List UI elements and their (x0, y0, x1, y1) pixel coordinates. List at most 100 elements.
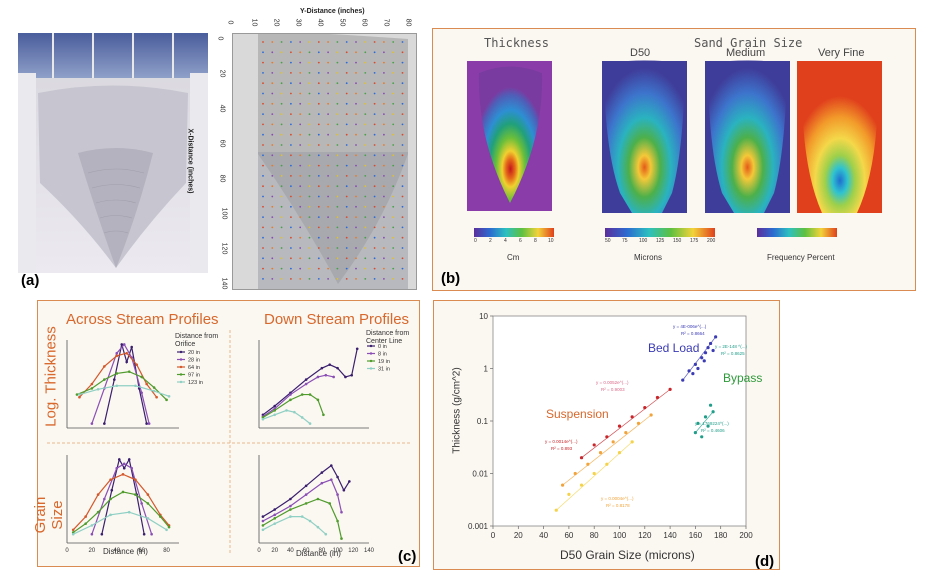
sample-dot (280, 92, 283, 95)
d-x-tick-label: 180 (714, 531, 728, 540)
grid-x-ticks: 0 20 40 60 80 100 120 140 (216, 35, 232, 295)
sample-dot (271, 185, 274, 188)
sample-dot (280, 175, 283, 177)
d-scatter-point (714, 335, 718, 339)
c-series-point (273, 513, 277, 517)
grid-y-tick: 60 (360, 18, 368, 27)
sample-dot (364, 164, 367, 167)
d-scatter-point (668, 387, 672, 391)
sample-dot (336, 247, 339, 249)
sample-dot (392, 164, 395, 167)
sample-dot (271, 175, 274, 177)
sample-dot (345, 51, 348, 54)
c-series-point (316, 525, 320, 529)
sample-dot (262, 72, 264, 74)
sample-dot (336, 185, 339, 188)
c-series-line (72, 511, 167, 535)
sample-dot (317, 175, 320, 177)
panel-label-a: (a) (21, 272, 40, 289)
sample-dot (290, 195, 292, 198)
c-series-point (84, 522, 87, 525)
grid-y-ticks: 0 10 20 30 40 50 60 70 80 (226, 18, 418, 33)
c-series-point (304, 502, 308, 505)
sample-dot (345, 175, 348, 177)
c-series-point (289, 508, 292, 511)
sample-dot (280, 61, 283, 64)
sample-dot (271, 51, 274, 54)
sample-dot (299, 226, 302, 229)
sample-dot (355, 236, 357, 239)
frequency-colorbar (757, 228, 837, 237)
sample-dot (392, 102, 395, 105)
c-series-point (110, 488, 114, 492)
sample-dot (271, 226, 274, 229)
sample-dot (308, 236, 311, 239)
sample-dot (373, 267, 376, 270)
flume-photo (18, 33, 208, 273)
sample-dot (392, 226, 395, 229)
d-scatter-point (711, 348, 715, 353)
d-scatter-point (708, 341, 713, 346)
d-scatter-point (617, 451, 622, 455)
c-series-point (350, 373, 354, 377)
c-series-point (159, 515, 162, 518)
sample-dot (280, 51, 283, 54)
d-equation-label: R² = 0.8664 (681, 331, 705, 336)
sample-dot (299, 247, 302, 249)
sample-dot (299, 82, 302, 85)
sample-dot (290, 236, 292, 239)
micron-tick: 50 (605, 238, 611, 244)
grid-y-tick: 10 (250, 18, 258, 27)
sample-dot (280, 247, 283, 249)
c-series-point (289, 504, 292, 508)
sample-dot (280, 133, 283, 136)
d-scatter-point (681, 378, 685, 382)
c-series-point (109, 497, 112, 501)
c-x-tick-label: 20 (271, 548, 278, 554)
sample-dot (336, 278, 339, 280)
c-series-point (103, 422, 106, 425)
c-legend-marker (179, 358, 183, 361)
sample-dots (262, 41, 404, 280)
sample-dot (327, 257, 329, 260)
d-scatter-point (691, 371, 695, 376)
sample-dot (355, 226, 357, 229)
sample-dot (392, 257, 395, 260)
d-x-tick-label: 200 (739, 531, 753, 540)
sample-dot (280, 195, 283, 198)
sample-dot (383, 175, 385, 177)
c-series-point (273, 522, 277, 525)
d-equation-label: y = 0.0014e^(...) (545, 439, 578, 444)
sample-dot (317, 82, 320, 85)
sample-dot (364, 175, 367, 177)
sample-dot (345, 267, 348, 270)
sample-dot (392, 216, 395, 219)
c-legend-marker (179, 350, 183, 354)
sample-dot (345, 185, 348, 188)
sample-dot (271, 72, 274, 74)
sample-dot (327, 226, 329, 229)
sample-dot (308, 164, 311, 167)
micron-tick: 150 (673, 238, 682, 244)
sample-dot (308, 195, 311, 198)
grid-x-tick: 120 (220, 242, 228, 255)
d-scatter-point (696, 366, 700, 371)
c-series-point (336, 366, 339, 370)
c-x-tick-label: 60 (303, 548, 310, 554)
c-series-point (122, 466, 126, 470)
sample-dot (373, 92, 376, 95)
sample-dot (280, 236, 283, 239)
sample-dot (327, 123, 329, 126)
c-x-tick-label: 120 (348, 548, 359, 554)
panel-label-b: (b) (441, 270, 461, 287)
c-series-point (340, 510, 343, 514)
d-scatter-point (586, 462, 590, 466)
sample-dot (308, 247, 311, 249)
d-scatter-point (579, 456, 584, 460)
sample-dot (373, 113, 376, 115)
sample-dot (355, 41, 357, 43)
sample-dot (355, 247, 357, 249)
sample-dot (345, 41, 348, 43)
sample-dot (401, 154, 404, 157)
